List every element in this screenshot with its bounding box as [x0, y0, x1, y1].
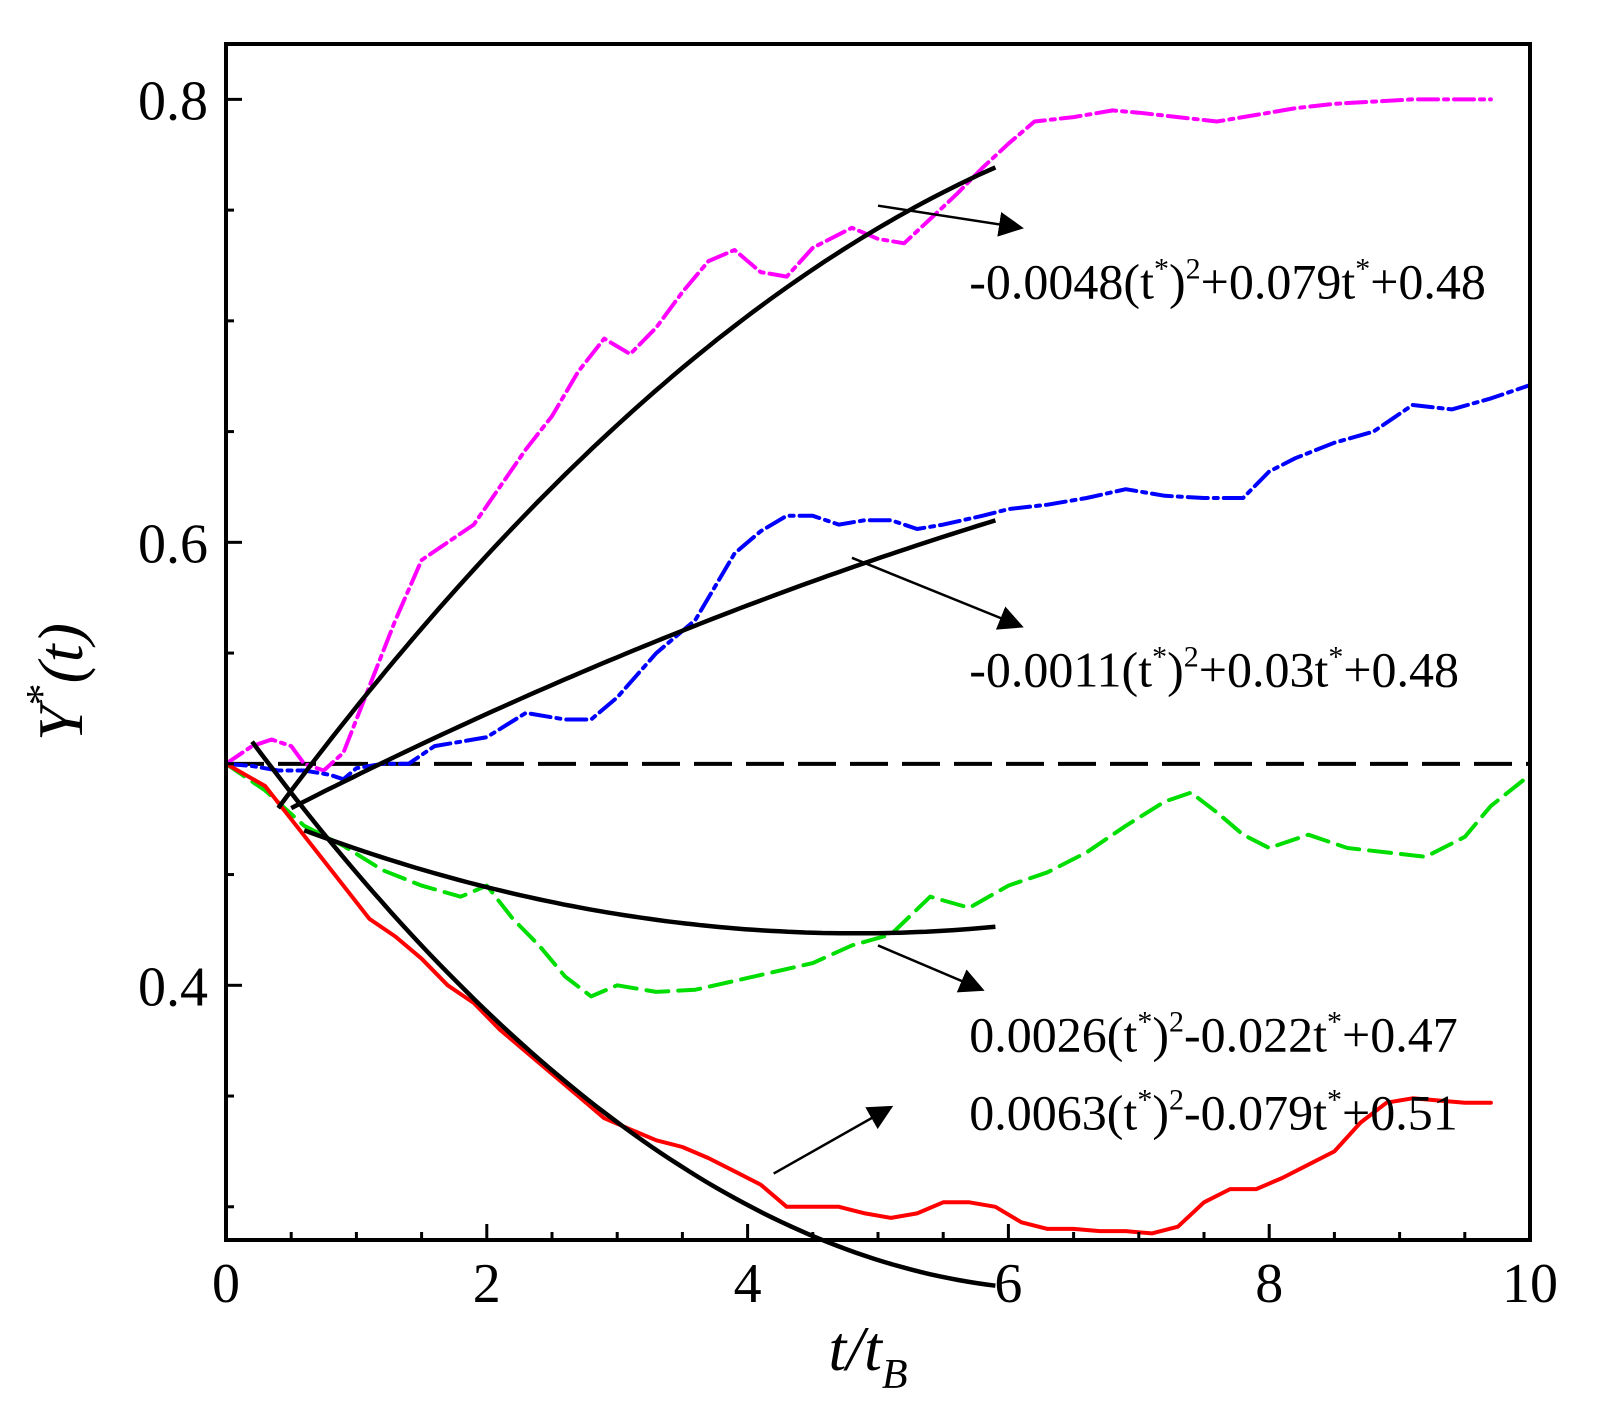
y-axis-title: Y*(t) — [17, 623, 96, 741]
plot-area — [224, 97, 1532, 1288]
axes: 0 2 4 6 8 10 0.4 0.6 0.8 t/tB Y*(t) — [17, 42, 1558, 1398]
x-tick-label: 10 — [1502, 1253, 1558, 1315]
label-magenta-arrow — [877, 204, 1024, 237]
series-blue — [224, 383, 1532, 782]
x-tick-label: 4 — [734, 1253, 762, 1315]
x-tick-label: 8 — [1255, 1253, 1283, 1315]
series-red — [224, 761, 1493, 1236]
label-green-arrow — [877, 944, 985, 993]
x-tick-label: 0 — [212, 1253, 240, 1315]
fit-blue — [290, 518, 997, 811]
x-tick-label: 6 — [994, 1253, 1022, 1315]
fit-green — [303, 828, 996, 936]
label-blue: -0.0011(t*)2+0.03t*+0.48 — [969, 640, 1459, 697]
label-blue-arrow — [851, 556, 1024, 630]
y-tick-label: 0.4 — [138, 956, 208, 1018]
y-tick-label: 0.6 — [138, 513, 208, 575]
annotations: -0.0048(t*)2+0.079t*+0.48 -0.0011(t*)2+0.… — [773, 204, 1486, 1175]
series-green — [224, 761, 1532, 999]
label-magenta: -0.0048(t*)2+0.079t*+0.48 — [969, 253, 1486, 310]
fit-magenta — [276, 165, 997, 810]
x-axis-title: t/tB — [829, 1313, 908, 1398]
label-green: 0.0026(t*)2-0.022t*+0.47 — [969, 1006, 1457, 1063]
x-tick-label: 2 — [473, 1253, 501, 1315]
y-tick-label: 0.8 — [138, 70, 208, 132]
series-magenta — [224, 97, 1493, 773]
label-red: 0.0063(t*)2-0.079t*+0.51 — [969, 1083, 1457, 1140]
fit-red — [250, 740, 996, 1288]
label-red-arrow — [773, 1105, 894, 1175]
